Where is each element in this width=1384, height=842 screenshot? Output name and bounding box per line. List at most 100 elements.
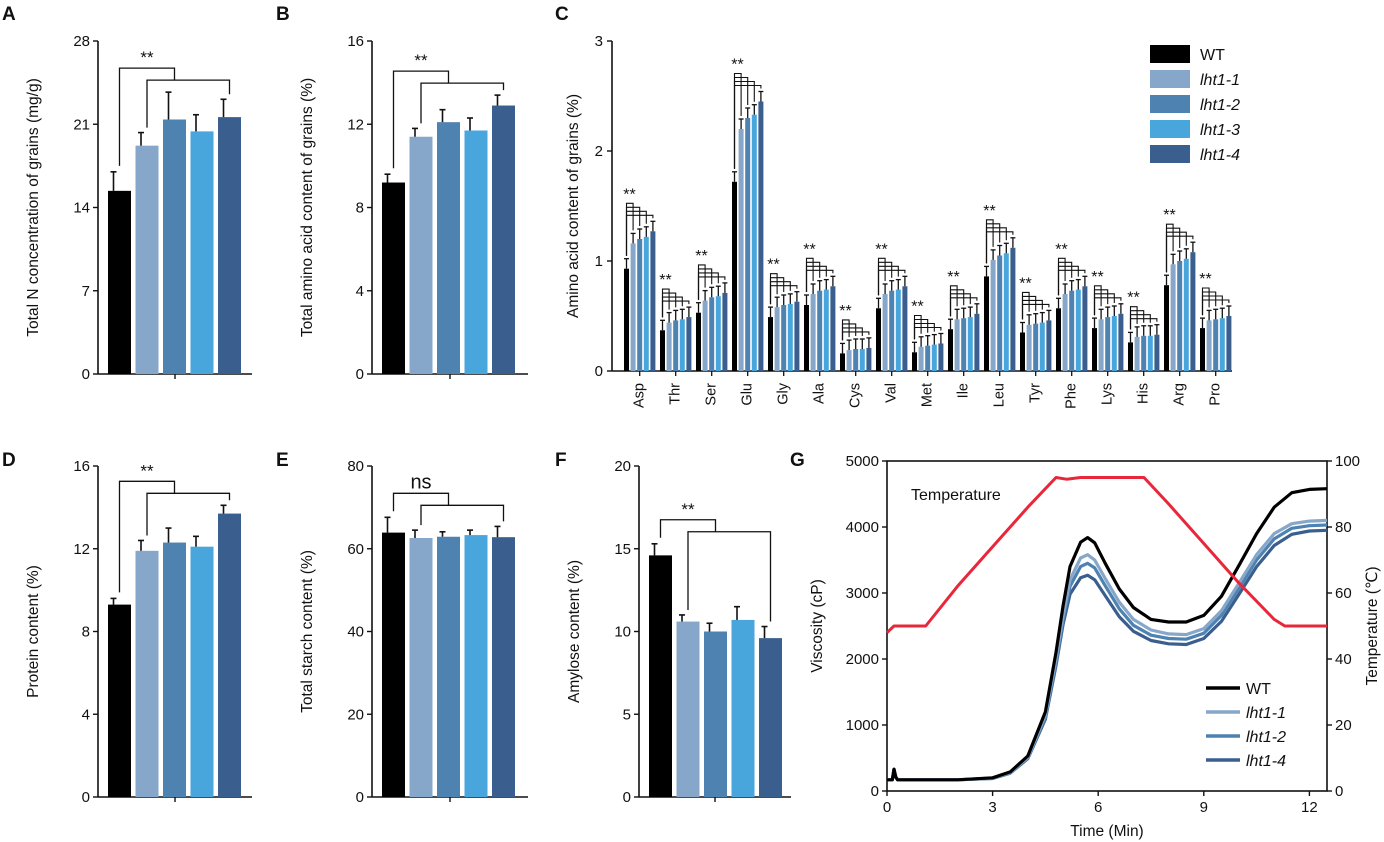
y-axis-label: Amylose content (%) [566,560,583,703]
panel-label-e: E [276,450,289,471]
significance-label: ** [731,57,743,74]
panel-label-d: D [2,450,16,471]
chart-panel-a: 0 7 14 21 28 Total N concentration of grains … [25,33,252,383]
bar-Phe-lht1-3 [1075,289,1081,371]
bar-Ser-lht1-3 [715,296,721,371]
temperature-annotation: Temperature [911,487,1001,504]
bar-His-lht1-2 [1141,335,1147,371]
bar-Tyr-lht1-2 [1033,323,1039,371]
bar-Asp-lht1-2 [637,239,643,371]
bar-Val-lht1-4 [902,286,908,371]
sig-bracket [1057,257,1066,296]
sig-bracket [841,331,870,341]
x-tick-label: Thr [668,383,684,405]
bar-lht1-3 [731,619,755,797]
bar-Ile-lht1-3 [967,317,973,371]
bar-Cys-lht1-1 [846,350,852,371]
bar-Lys-lht1-2 [1105,317,1111,371]
sig-bracket [733,84,762,169]
significance-label: ** [140,461,154,480]
chart-panel-e: 0 20 40 60 80 Total starch content (%) ns [299,458,528,806]
bar-Phe-WT [1056,308,1061,371]
bar-Gly-lht1-2 [781,305,787,371]
y-axis-label: Amino acid content of grains (%) [565,94,582,318]
bar-Leu-lht1-1 [990,259,996,371]
bar-Met-lht1-1 [918,346,924,371]
significance-label: ** [414,51,428,70]
x-tick-label: Val [884,383,900,403]
sig-bracket [392,70,450,169]
sig-bracket [625,210,647,256]
bar-Phe-lht1-1 [1062,294,1068,371]
bar-Arg-lht1-3 [1183,258,1189,371]
bar-His-lht1-3 [1147,335,1153,371]
bar-Arg-lht1-2 [1177,261,1183,371]
bar-WT [382,182,405,374]
legend-label-lht1-1: lht1-1 [1200,72,1240,89]
bar-Ser-lht1-4 [722,292,728,371]
x-axis-label: Time (Min) [1070,823,1143,840]
significance-label: ** [983,203,995,220]
bar-Glu-lht1-4 [758,101,764,371]
bar-Gly-lht1-4 [794,301,800,371]
bar-Thr-WT [660,330,665,371]
bar-Ser-WT [696,312,701,371]
bar-lht1-2 [163,119,186,374]
bar-Lys-lht1-3 [1111,316,1117,371]
y-tick-label: 2000 [846,651,879,668]
significance-label: ** [911,299,923,316]
bar-Ile-lht1-4 [974,313,980,371]
bar-Val-lht1-3 [895,289,901,371]
bar-WT [649,555,672,797]
x-tick-label: Ile [956,383,972,398]
bar-Ile-lht1-2 [961,318,967,371]
significance-label: ** [623,186,635,203]
sig-bracket-group [420,82,505,124]
sig-bracket [1165,235,1194,273]
chart-panel-c: 0 1 2 3 Amino acid content of grains (%) ** As… [565,33,1240,409]
bar-Gly-lht1-1 [774,307,780,371]
sig-bracket-group [146,492,231,536]
y-tick-label: 1000 [846,717,879,734]
sig-bracket [625,214,654,256]
bar-lht1-1 [135,550,159,797]
bar-Glu-lht1-2 [745,118,751,371]
y-tick-label: 4 [356,283,364,300]
panel-label-a: A [2,4,16,25]
legend-label-lht1-3: lht1-3 [1200,122,1240,139]
bar-Phe-lht1-4 [1082,286,1088,371]
bar-lht1-2 [163,542,186,797]
y-axis-label: Total starch content (%) [299,550,316,713]
bar-Leu-lht1-2 [997,255,1003,371]
y-tick-label: 15 [614,541,631,558]
y-tick-label: 7 [82,283,90,300]
sig-bracket [733,80,755,169]
significance-label: ** [1055,241,1067,258]
y-axis-label: Total N concentration of grains (mg/g) [25,78,42,336]
bar-Gly-lht1-3 [787,303,793,371]
y-tick-label: 21 [73,116,90,133]
bar-lht1-2 [437,536,460,797]
legend-swatch-lht1-1 [1150,70,1190,88]
significance-label: ** [839,303,851,320]
bar-lht1-3 [190,131,214,374]
x-tick-label: Glu [740,383,756,406]
bar-lht1-1 [135,145,159,374]
sig-bracket [392,492,450,512]
bar-Lys-WT [1092,328,1097,371]
bar-Phe-lht1-2 [1069,290,1075,371]
bar-Met-lht1-4 [938,343,944,371]
panel-label-c: C [555,4,569,25]
significance-label: ** [803,241,815,258]
significance-label: ** [140,48,154,67]
bar-lht1-3 [464,130,488,374]
bar-Cys-WT [840,353,845,371]
bar-Met-lht1-2 [925,345,931,371]
bar-Val-WT [876,308,881,371]
sig-bracket [841,319,850,341]
series-line-Temperature [885,476,1327,634]
bar-Glu-lht1-1 [738,129,744,371]
bar-Leu-WT [984,276,989,371]
y-tick-label: 12 [73,541,90,558]
sig-bracket [1129,318,1158,330]
